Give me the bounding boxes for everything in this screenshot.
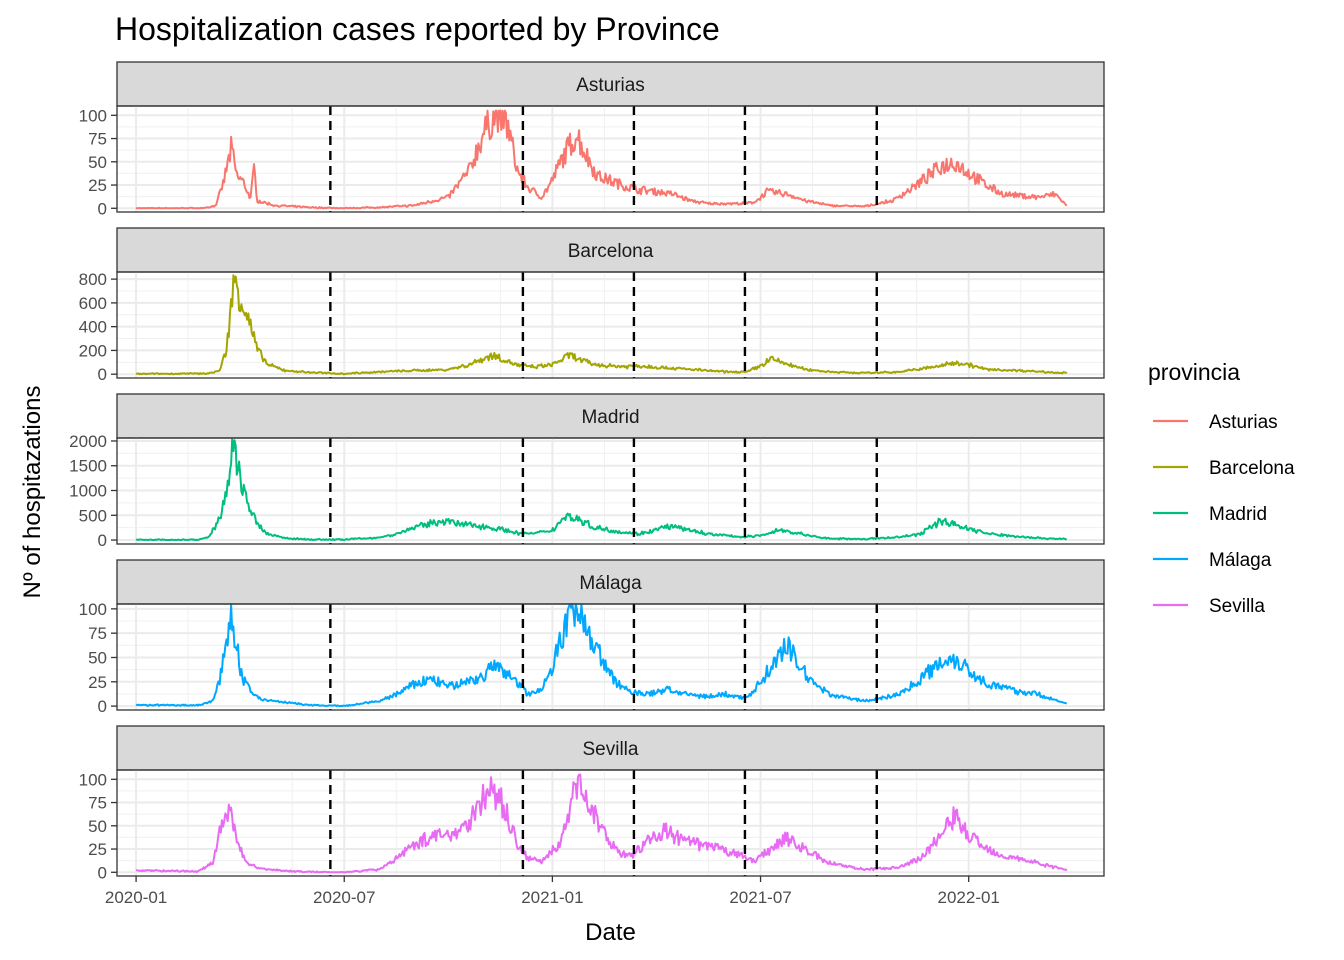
y-tick-label: 200 <box>79 341 107 360</box>
y-tick-label: 100 <box>79 770 107 789</box>
facet-panel-3: Málaga 0 25 50 75 100 <box>79 559 1105 716</box>
facet-strip <box>116 725 1105 771</box>
x-tick-label: 2021-01 <box>521 888 583 907</box>
y-tick-label: 600 <box>79 294 107 313</box>
y-tick-label: 2000 <box>69 432 107 451</box>
y-tick-label: 75 <box>88 624 107 643</box>
y-tick-label: 1000 <box>69 482 107 501</box>
y-tick-label: 50 <box>88 153 107 172</box>
x-tick-label: 2020-07 <box>313 888 375 907</box>
facet-strip-label: Barcelona <box>568 241 654 262</box>
facet-strip <box>116 559 1105 605</box>
y-tick-label: 25 <box>88 673 107 692</box>
x-tick-label: 2021-07 <box>729 888 791 907</box>
y-tick-label: 25 <box>88 176 107 195</box>
y-tick-label: 500 <box>79 506 107 525</box>
facet-strip-label: Málaga <box>579 573 642 594</box>
series-line-barcelona <box>135 274 1068 376</box>
chart-title: Hospitalization cases reported by Provin… <box>115 11 720 47</box>
facet-panel-1: Barcelona 0 200 400 600 800 <box>79 227 1105 384</box>
y-tick-label: 0 <box>98 365 107 384</box>
legend-label: Asturias <box>1209 412 1278 433</box>
y-tick-label: 800 <box>79 270 107 289</box>
y-tick-label: 50 <box>88 817 107 836</box>
y-tick-label: 1500 <box>69 457 107 476</box>
legend-label: Sevilla <box>1209 596 1265 617</box>
x-axis: 2020-01 2020-07 2021-01 2021-07 2022-01 <box>105 876 1000 907</box>
facet-strip-label: Sevilla <box>583 739 639 760</box>
x-tick-label: 2020-01 <box>105 888 167 907</box>
y-tick-label: 0 <box>98 863 107 882</box>
series-line-málaga <box>135 603 1068 708</box>
panel-border <box>116 105 1105 213</box>
facet-strip <box>116 61 1105 107</box>
series-line-madrid <box>135 437 1067 541</box>
facet-strip-label: Madrid <box>581 407 639 428</box>
facet-panel-2: Madrid 0 500 1000 1500 2000 <box>69 393 1105 550</box>
legend-label: Málaga <box>1209 550 1272 571</box>
y-tick-label: 75 <box>88 794 107 813</box>
y-tick-label: 75 <box>88 130 107 149</box>
y-tick-label: 0 <box>98 697 107 716</box>
facet-strip-label: Asturias <box>576 75 645 96</box>
y-tick-label: 50 <box>88 648 107 667</box>
x-tick-label: 2022-01 <box>938 888 1000 907</box>
facet-strip <box>116 227 1105 273</box>
facet-panel-4: Sevilla 0 25 50 75 100 <box>79 725 1105 882</box>
y-tick-label: 100 <box>79 600 107 619</box>
panel-border <box>116 271 1105 379</box>
facet-panel-0: Asturias 0 25 50 75 100 <box>79 61 1105 218</box>
series-line-asturias <box>135 109 1068 210</box>
y-tick-label: 0 <box>98 199 107 218</box>
y-tick-label: 0 <box>98 531 107 550</box>
panel-border <box>116 769 1105 877</box>
facet-panels: Asturias 0 25 50 75 100 Barcelona 0 200 400 600 800… <box>69 61 1105 882</box>
y-tick-label: 25 <box>88 840 107 859</box>
legend-label: Barcelona <box>1209 458 1295 479</box>
legend-label: Madrid <box>1209 504 1267 525</box>
y-tick-label: 100 <box>79 106 107 125</box>
legend-title: provincia <box>1148 359 1240 385</box>
y-tick-label: 400 <box>79 318 107 337</box>
y-axis-title: Nº of hospitazations <box>19 386 46 599</box>
legend: provincia Asturias Barcelona Madrid Málaga S… <box>1148 359 1295 617</box>
x-axis-title: Date <box>585 919 636 946</box>
series-line-sevilla <box>135 773 1068 874</box>
